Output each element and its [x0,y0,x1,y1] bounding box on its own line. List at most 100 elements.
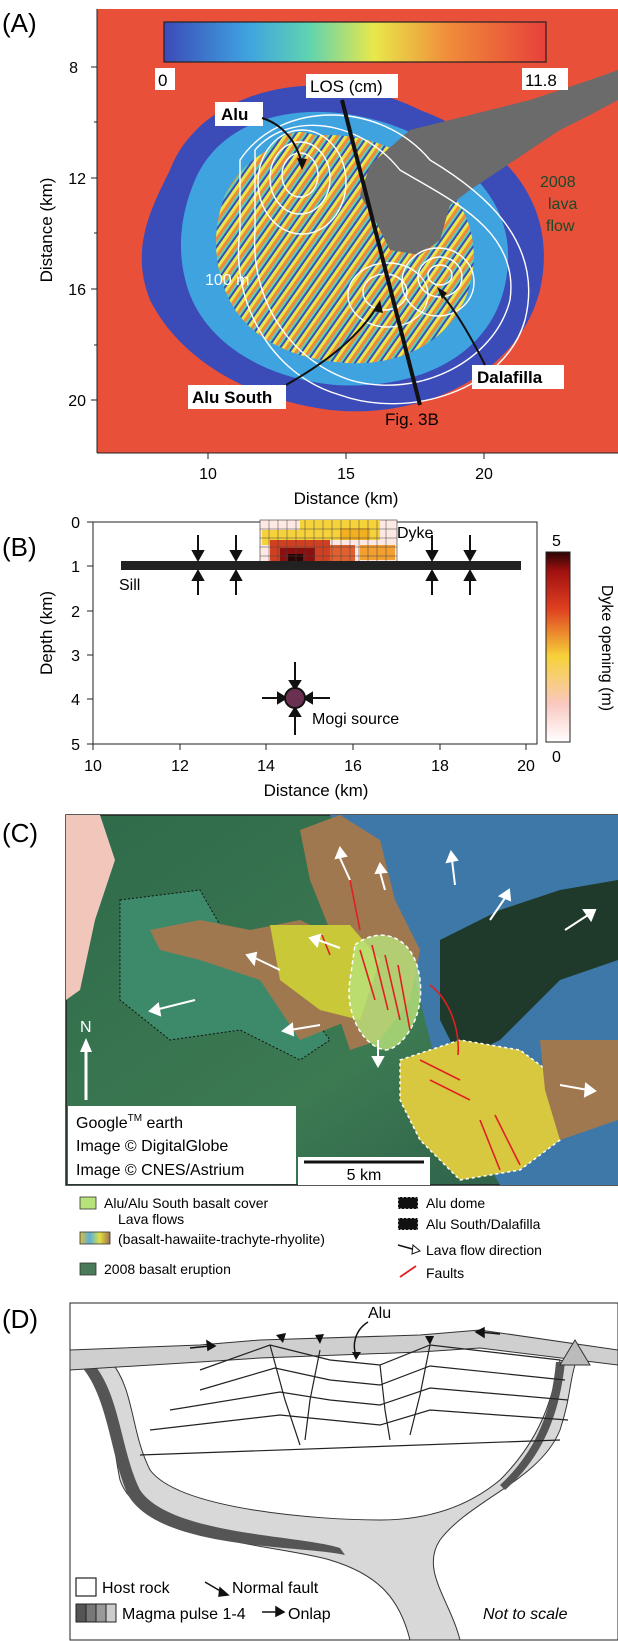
pink-area [66,815,115,1000]
legend-lava-flows-1: Lava flows [118,1211,184,1227]
legend-basalt-swatch [79,1196,97,1210]
legend-magma-swatch [75,1603,117,1623]
panel-a-ytick-12: 12 [68,171,86,188]
magma-pulse-dark-right [500,1362,565,1490]
los-label-bg [306,74,398,98]
panel-b-xtick-16: 16 [344,758,362,775]
fault-arrows [276,1333,434,1345]
panel-a-xlabel: Distance (km) [294,489,399,508]
magma-pulse-dark [80,1360,345,1555]
profile-label: Fig. 3B [385,410,439,429]
legend-lava-swatch [79,1231,111,1245]
panel-a-xtick-20: 20 [475,466,493,483]
panel-b-ytick-0: 0 [71,515,80,532]
panel-b-xtick-14: 14 [257,758,275,775]
panel-a-label: (A) [2,8,37,38]
legend-onlap-icon [262,1605,286,1618]
alu-south-label-bg [188,385,286,409]
north-arrowhead [80,1038,92,1052]
legend-onlap: Onlap [288,1606,331,1623]
credit-line-3: Image © CNES/Astrium [76,1162,244,1179]
credit-box [68,1106,296,1184]
los-label: LOS (cm) [310,77,383,96]
alu-label-d: Alu [368,1305,391,1322]
onlap-arrows [189,1326,501,1352]
legend-basalt-cover: Alu/Alu South basalt cover [104,1195,269,1211]
alu-label-bg [215,102,263,126]
alu-arrowhead-d [352,1352,361,1360]
panel-a-y-ticks [91,66,97,401]
dyke-colorbar [545,551,571,743]
not-to-scale-label: Not to scale [483,1606,568,1623]
panel-b-xlabel: Distance (km) [264,781,369,800]
panel-c-legend: Alu/Alu South basalt cover Lava flows (b… [79,1195,542,1281]
dalafilla-arrow [439,291,486,366]
panel-b-xtick-10: 10 [84,758,102,775]
sill-arrows [191,535,477,595]
alu-south-arrow [285,304,379,386]
legend-flow-direction: Lava flow direction [426,1242,542,1258]
north-label: N [80,1019,92,1036]
legend-eruption-2008: 2008 basalt eruption [104,1261,231,1277]
legend-faults: Faults [426,1265,464,1281]
alu-dome-area [348,934,422,1051]
panel-a-ytick-8: 8 [69,60,78,77]
legend-normal-fault-icon [204,1581,230,1597]
lava-flow-label-1: 2008 [540,174,576,191]
dalafilla-label-bg [472,365,564,389]
dyke-label: Dyke [397,525,434,542]
surface-layer [69,1329,618,1371]
surface-cone [559,1339,591,1366]
panel-b-ytick-5: 5 [71,737,80,754]
dyke-colorbar-title: Dyke opening (m) [598,585,615,711]
alu-south-label: Alu South [192,388,272,407]
legend-alu-dome-swatch [397,1196,419,1210]
host-rock-strata [139,1344,569,1456]
profile-line [340,99,422,406]
cbar-min-bg [155,68,175,90]
dyke-colorbar-max: 5 [552,533,561,550]
credit-line-1: GoogleTM earth [76,1113,183,1132]
dalafilla-label: Dalafilla [477,368,543,387]
lava-flow-label-3: flow [546,218,575,235]
los-colorbar [163,21,547,63]
legend-host-rock-swatch [75,1577,97,1597]
alu-arrowhead [297,158,307,170]
panel-a-ytick-20: 20 [68,393,86,410]
panel-b-x-ticks [92,744,527,750]
panel-d: (D) Alu [2,1302,618,1641]
panel-b-label: (B) [2,532,37,562]
sill-label: Sill [119,577,140,594]
legend-alu-south-swatch [397,1217,419,1231]
panel-b-ytick-1: 1 [71,559,80,576]
alu-south-fringes [347,265,423,325]
cbar-max-bg [522,68,568,90]
alu-south-dalafilla-area [399,1039,561,1181]
dyke-colorbar-min: 0 [552,749,561,766]
flow-direction-arrows [148,845,597,1098]
panel-c-label: (C) [2,818,38,848]
panel-a-x-ticks [207,453,485,459]
panel-b-y-ticks [87,521,93,745]
panel-b-xtick-18: 18 [431,758,449,775]
scale-label: 5 km [347,1167,382,1184]
faults [321,879,521,1171]
legend-alu-south-dalafilla: Alu South/Dalafilla [426,1216,541,1232]
credit-line-2: Image © DigitalGlobe [76,1138,228,1155]
legend-normal-fault: Normal fault [232,1580,319,1597]
mogi-label: Mogi source [312,711,399,728]
panel-d-label: (D) [2,1304,38,1334]
contour-label: 100 m [205,272,249,289]
panel-a: (A) 0 11.8 LOS (cm) [2,8,618,508]
mogi-source [262,662,330,735]
panel-b-ytick-3: 3 [71,648,80,665]
lava-flow-label-2: lava [548,196,577,213]
dalafilla-arrowhead [437,287,447,299]
panel-b-xtick-12: 12 [171,758,189,775]
legend-magma-pulse: Magma pulse 1-4 [122,1606,246,1623]
panel-b-ytick-4: 4 [71,692,80,709]
topographic-contours [237,114,530,405]
colorbar-min-label: 0 [158,71,167,90]
panel-c: (C) N [2,814,618,1186]
